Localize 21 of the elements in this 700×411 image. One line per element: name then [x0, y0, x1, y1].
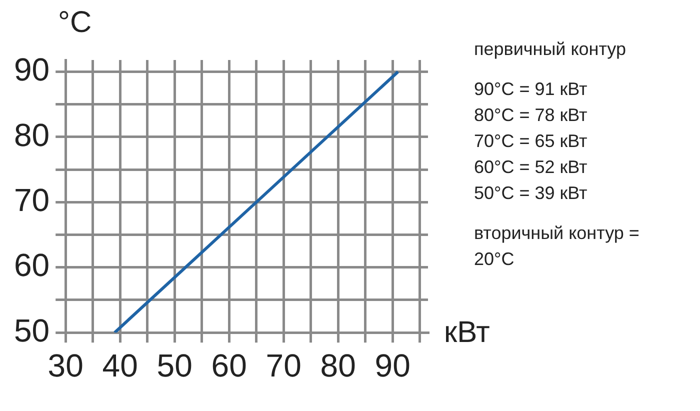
y-axis-title: °C: [58, 6, 92, 40]
y-tick-label: 50: [14, 312, 50, 348]
x-axis-title: кВт: [444, 316, 490, 350]
y-tick-label: 90: [14, 52, 50, 88]
y-tick-label: 70: [14, 182, 50, 218]
y-tick-label: 80: [14, 116, 50, 153]
y-tick-label: 60: [14, 247, 50, 284]
text: 80°C = 78 кВт: [474, 104, 588, 127]
x-tick-label: 50: [156, 348, 192, 384]
text: 50°C = 39 кВт: [474, 182, 588, 205]
text: 70°C = 65 кВт: [474, 130, 588, 153]
x-tick-label: 90: [374, 348, 410, 384]
x-tick-label: 40: [102, 348, 138, 384]
text: 60°C = 52 кВт: [474, 156, 588, 179]
x-tick-label: 30: [48, 348, 84, 384]
text: 90°C = 91 кВт: [474, 78, 588, 101]
x-tick-label: 70: [266, 348, 302, 384]
text: вторичный контур = 20°C: [474, 222, 640, 271]
text: первичный контур: [474, 38, 627, 61]
x-tick-label: 60: [211, 348, 247, 384]
x-tick-label: 80: [320, 348, 356, 384]
